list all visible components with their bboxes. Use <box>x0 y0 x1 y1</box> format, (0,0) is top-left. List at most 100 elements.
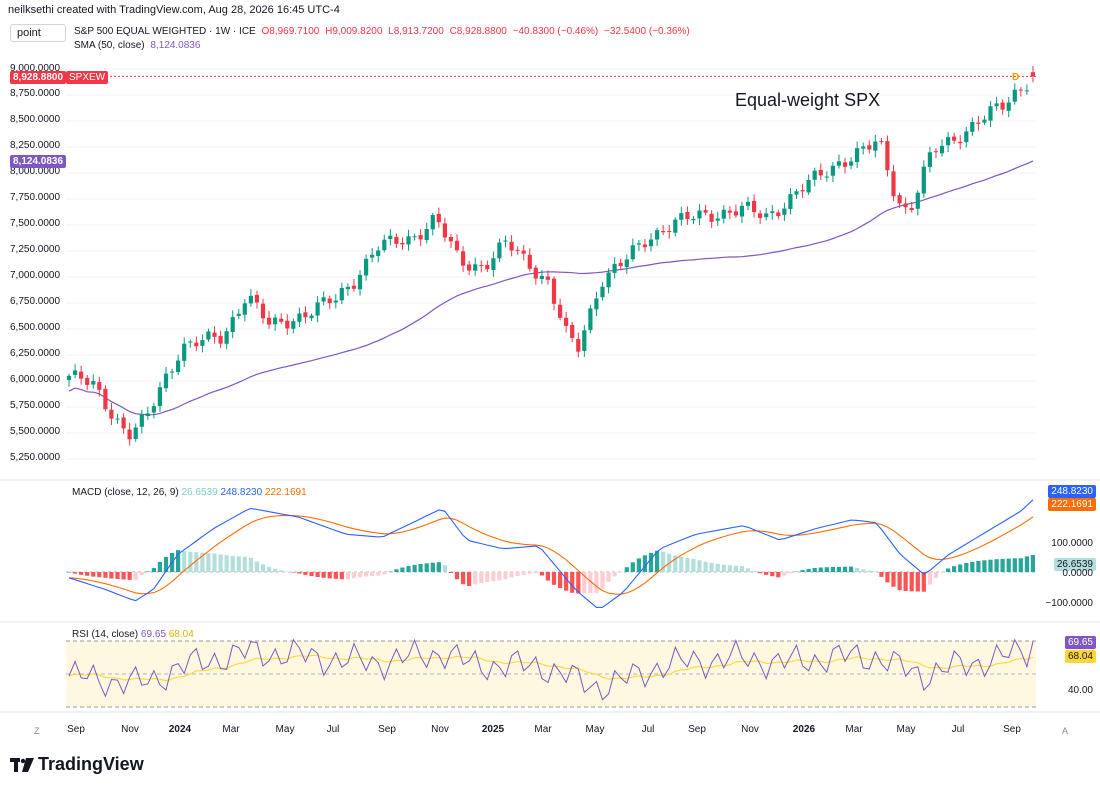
macd-histogram-bar <box>139 572 144 576</box>
time-axis-label: 2024 <box>168 724 192 735</box>
macd-histogram-bar <box>606 572 611 582</box>
candle-body <box>254 294 259 303</box>
candle-body <box>952 136 957 141</box>
symbol-tag: SPXEW <box>66 71 109 84</box>
macd-histogram-bar <box>770 572 775 577</box>
price-axis-label: 6,750.0000 <box>10 296 61 307</box>
rsi-ma-tag: 68.04 <box>1064 650 1096 663</box>
macd-histogram-bar <box>442 565 447 572</box>
macd-histogram-bar <box>260 564 266 572</box>
macd-histogram-bar <box>867 570 872 572</box>
price-axis-label: 7,500.0000 <box>10 218 61 229</box>
macd-histogram-bar <box>982 560 987 572</box>
candle-body <box>946 137 951 146</box>
candle-body <box>891 171 896 197</box>
candle-body <box>1030 72 1035 77</box>
symbol-search-input[interactable]: point <box>10 24 66 42</box>
macd-histogram-bar <box>406 566 411 572</box>
time-axis-label: Nov <box>741 724 759 735</box>
macd-histogram-bar <box>382 572 387 575</box>
price-axis-label: 6,250.0000 <box>10 348 61 359</box>
candle-body <box>273 317 278 325</box>
macd-histogram-bar <box>412 564 417 572</box>
macd-histogram-bar <box>236 556 241 572</box>
candle-body <box>636 243 641 245</box>
macd-histogram-bar <box>594 572 599 593</box>
candle-body <box>461 251 466 266</box>
macd-histogram-bar <box>424 563 429 572</box>
candle-body <box>715 218 720 221</box>
macd-histogram-bar <box>79 572 84 575</box>
candle-body <box>248 295 253 304</box>
chart-annotation: Equal-weight SPX <box>735 90 881 110</box>
candle-body <box>79 371 84 379</box>
macd-histogram-bar <box>497 572 502 581</box>
candle-body <box>976 122 981 124</box>
macd-histogram-bar <box>509 572 514 578</box>
dividend-marker[interactable]: D <box>1012 72 1020 83</box>
candle-body <box>345 286 350 290</box>
macd-histogram-bar <box>861 569 866 572</box>
candle-body <box>758 213 763 218</box>
macd-histogram-bar <box>527 572 532 574</box>
candle-body <box>739 205 744 217</box>
macd-histogram-bar <box>715 563 720 572</box>
time-axis-label: 2025 <box>481 724 505 735</box>
macd-histogram-bar <box>273 568 278 572</box>
macd-histogram-bar <box>121 572 126 580</box>
candle-body <box>921 166 926 194</box>
candle-body <box>157 387 162 407</box>
macd-histogram-bar <box>109 572 114 579</box>
sma-50-line <box>68 160 1034 416</box>
macd-histogram-bar <box>564 572 569 591</box>
candle-body <box>624 259 629 267</box>
candle-body <box>66 375 72 380</box>
price-axis-label: 8,000.0000 <box>10 166 61 177</box>
candle-body <box>473 264 478 271</box>
zoom-button[interactable]: Z <box>34 726 40 736</box>
candle-body <box>279 318 284 322</box>
macd-histogram-bar <box>521 572 526 575</box>
rsi-ma-value: 68.04 <box>168 629 194 640</box>
macd-histogram-bar <box>309 572 314 577</box>
candle-body <box>333 300 338 303</box>
macd-histogram-bar <box>133 572 138 580</box>
candle-body <box>127 429 132 440</box>
candle-body <box>212 332 217 337</box>
macd-histogram-bar <box>976 561 981 572</box>
candle-body <box>933 151 938 153</box>
macd-histogram-bar <box>188 551 193 572</box>
candle-body <box>194 342 199 347</box>
macd-histogram-bar <box>303 572 308 575</box>
macd-histogram-bar <box>297 572 302 574</box>
macd-histogram-bar <box>176 550 181 572</box>
candle-body <box>655 230 660 240</box>
candle-body <box>685 212 690 219</box>
macd-histogram-bar <box>418 564 423 572</box>
macd-histogram-bar <box>533 572 538 574</box>
credit-line: neilksethi created with TradingView.com,… <box>8 4 340 16</box>
candle-body <box>109 409 114 419</box>
macd-histogram-bar <box>461 572 466 585</box>
time-axis-label: Sep <box>1003 724 1021 735</box>
macd-histogram-bar <box>558 572 563 588</box>
candle-body <box>1018 89 1023 91</box>
candle-body <box>964 131 969 142</box>
candle-body <box>436 213 441 223</box>
auto-scale-button[interactable]: A <box>1062 726 1069 736</box>
macd-histogram-bar <box>600 572 605 589</box>
tradingview-wordmark: TradingView <box>38 754 144 774</box>
candle-body <box>988 106 993 121</box>
candle-body <box>485 264 490 270</box>
macd-histogram-bar <box>315 572 320 577</box>
candle-body <box>818 170 823 176</box>
candle-body <box>406 236 411 245</box>
candle-body <box>291 321 296 329</box>
close-value: C8,928.8800 <box>449 26 507 37</box>
macd-histogram-bar <box>836 566 841 572</box>
macd-histogram-bar <box>103 572 108 578</box>
macd-histogram-bar <box>206 553 211 572</box>
price-axis-label: 8,250.0000 <box>10 140 61 151</box>
candle-body <box>836 161 841 166</box>
